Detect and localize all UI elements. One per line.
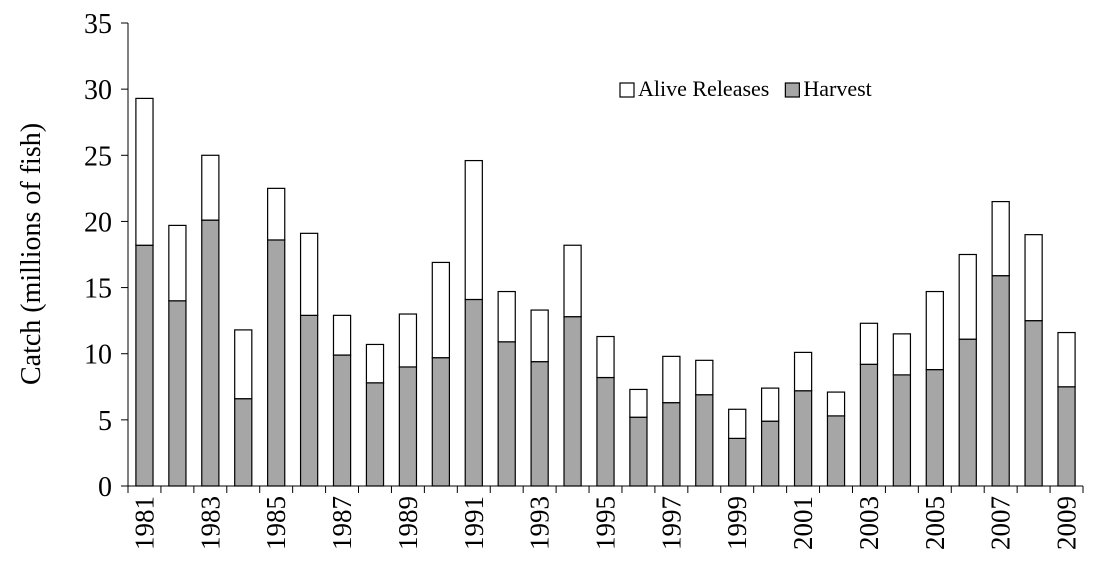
bar-segment bbox=[332, 314, 352, 356]
legend-label: Alive Releases bbox=[638, 76, 769, 101]
bar-segment bbox=[299, 314, 319, 487]
bar-segment bbox=[826, 415, 846, 487]
x-tick-label: 2005 bbox=[920, 496, 950, 550]
y-tick-label: 15 bbox=[84, 274, 112, 305]
bar-segment bbox=[1057, 386, 1076, 487]
bar-segment bbox=[497, 290, 516, 343]
bar-segment bbox=[629, 416, 648, 487]
bar-segment bbox=[859, 322, 879, 365]
bar-segment bbox=[365, 382, 385, 487]
bar-segment bbox=[398, 313, 418, 368]
legend-swatch bbox=[619, 82, 635, 98]
x-tick-label: 1997 bbox=[656, 496, 686, 550]
bar-segment bbox=[1024, 234, 1043, 322]
bar-segment bbox=[234, 398, 253, 487]
x-tick-label: 1981 bbox=[129, 496, 159, 550]
bar-segment bbox=[464, 159, 483, 301]
y-tick-label: 5 bbox=[98, 406, 112, 437]
bar-segment bbox=[958, 338, 977, 487]
x-tick-label: 2003 bbox=[854, 496, 884, 550]
x-tick-label: 2007 bbox=[986, 496, 1016, 550]
bar-segment bbox=[629, 388, 648, 418]
bar-segment bbox=[563, 244, 582, 318]
bar-segment bbox=[991, 200, 1010, 277]
bar-segment bbox=[826, 391, 846, 417]
bar-segment bbox=[728, 408, 747, 439]
bar-segment bbox=[760, 387, 780, 422]
bar-segment bbox=[892, 374, 912, 487]
bar-segment bbox=[299, 232, 319, 316]
bar-segment bbox=[398, 366, 418, 487]
bar-segment bbox=[596, 335, 615, 379]
bar-segment bbox=[596, 376, 615, 487]
x-tick-label: 1995 bbox=[591, 496, 621, 550]
legend-swatch bbox=[784, 82, 800, 98]
bar-segment bbox=[530, 361, 549, 487]
bar-segment bbox=[201, 219, 220, 487]
y-tick-label: 35 bbox=[84, 9, 112, 40]
bar-segment bbox=[695, 359, 714, 396]
bar-segment bbox=[892, 333, 912, 376]
bar-segment bbox=[793, 351, 813, 392]
bar-segment bbox=[563, 316, 582, 487]
y-tick-label: 0 bbox=[98, 472, 112, 503]
bar-segment bbox=[662, 402, 681, 487]
bar-segment bbox=[135, 97, 154, 246]
bar-segment bbox=[267, 187, 286, 241]
y-axis-title: Catch (millions of fish) bbox=[16, 123, 47, 385]
bar-segment bbox=[728, 437, 747, 487]
bar-segment bbox=[168, 300, 187, 487]
bar-segment bbox=[201, 154, 220, 221]
x-tick-label: 1985 bbox=[261, 496, 291, 550]
y-tick-label: 25 bbox=[84, 141, 112, 172]
bar-segment bbox=[695, 394, 714, 487]
bar-segment bbox=[958, 253, 977, 340]
bar-segment bbox=[530, 309, 549, 363]
y-tick-label: 20 bbox=[84, 207, 112, 238]
bar-segment bbox=[991, 275, 1010, 487]
bar-segment bbox=[925, 368, 944, 487]
bar-segment bbox=[135, 244, 154, 487]
x-tick-label: 1989 bbox=[393, 496, 423, 550]
bar-segment bbox=[859, 363, 879, 487]
legend-label: Harvest bbox=[803, 76, 871, 101]
bar-segment bbox=[925, 290, 944, 371]
bar-segment bbox=[168, 224, 187, 302]
x-tick-label: 1983 bbox=[195, 496, 225, 550]
bar-segment bbox=[1057, 331, 1076, 388]
bar-segment bbox=[760, 420, 780, 487]
bar-segment bbox=[1024, 320, 1043, 487]
bar-segment bbox=[267, 239, 286, 487]
x-tick-label: 2009 bbox=[1052, 496, 1082, 550]
y-tick-label: 10 bbox=[84, 340, 112, 371]
bar-segment bbox=[464, 298, 483, 487]
bar-segment bbox=[793, 390, 813, 487]
y-tick-label: 30 bbox=[84, 75, 112, 106]
bar-segment bbox=[662, 355, 681, 404]
bar-segment bbox=[431, 357, 451, 487]
bar-segment bbox=[234, 329, 253, 400]
x-tick-label: 1987 bbox=[327, 496, 357, 550]
x-tick-label: 1991 bbox=[459, 496, 489, 550]
bar-segment bbox=[497, 341, 516, 487]
bar-segment bbox=[332, 354, 352, 487]
x-tick-label: 1999 bbox=[722, 496, 752, 550]
x-tick-label: 1993 bbox=[525, 496, 555, 550]
bar-segment bbox=[431, 261, 451, 359]
x-tick-label: 2001 bbox=[788, 496, 818, 550]
bar-segment bbox=[365, 343, 385, 384]
